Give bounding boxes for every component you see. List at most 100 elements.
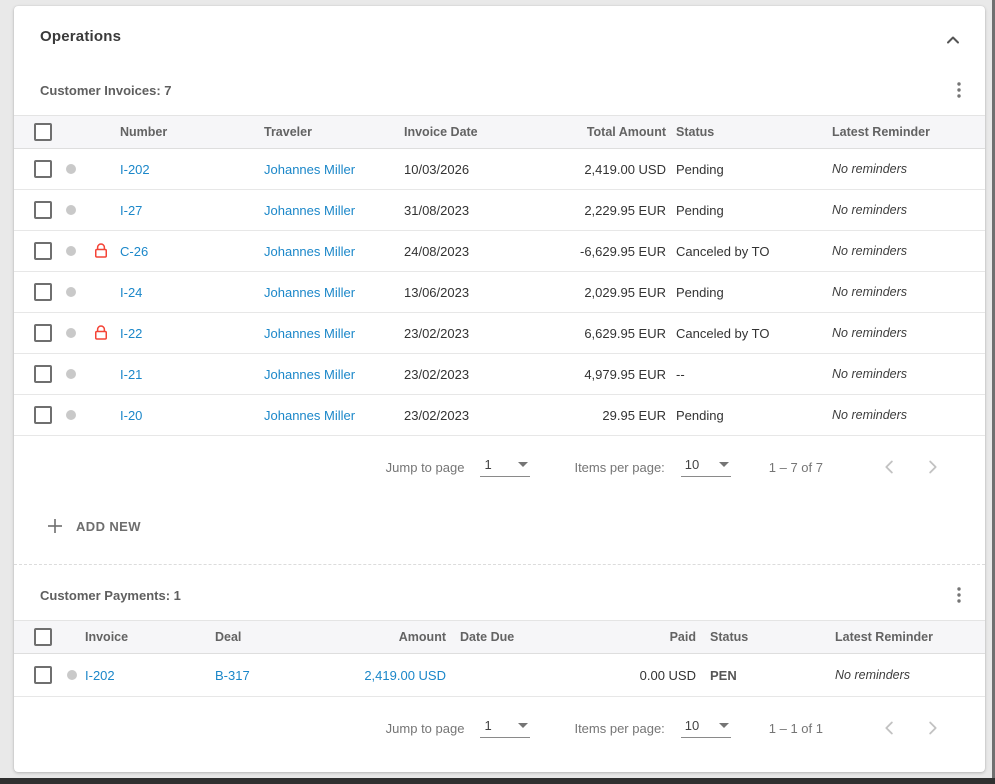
card-header: Operations (14, 6, 985, 52)
status-dot-icon (66, 369, 76, 379)
column-header-invoice-date: Invoice Date (404, 125, 478, 139)
traveler-link[interactable]: Johannes Miller (264, 243, 356, 259)
next-page-button[interactable] (919, 454, 945, 480)
traveler-link[interactable]: Johannes Miller (264, 284, 356, 300)
invoices-paginator: Jump to page 1 Items per page: 10 1 – 7 … (14, 436, 985, 498)
status-dot-icon (66, 287, 76, 297)
status-dot-icon (66, 670, 77, 680)
column-header-date-due: Date Due (460, 630, 515, 644)
payment-invoice-link[interactable]: I-202 (85, 667, 115, 683)
traveler-link[interactable]: Johannes Miller (264, 325, 356, 341)
kebab-menu-icon (951, 585, 967, 605)
latest-reminder: No reminders (832, 285, 908, 299)
invoice-number-link[interactable]: I-24 (120, 284, 143, 300)
status-dot-icon (66, 205, 76, 215)
total-amount: 4,979.95 EUR (584, 366, 666, 382)
chevron-right-icon (921, 456, 943, 478)
row-checkbox[interactable] (34, 324, 52, 342)
latest-reminder: No reminders (832, 203, 908, 217)
chevron-down-icon (518, 723, 529, 728)
chevron-right-icon (921, 717, 943, 739)
traveler-link[interactable]: Johannes Miller (264, 161, 356, 177)
operations-card: Operations Customer Invoices: 7 Number T… (14, 6, 985, 772)
column-header-latest-reminder: Latest Reminder (835, 630, 933, 644)
select-all-payments-checkbox[interactable] (34, 628, 52, 646)
row-checkbox[interactable] (34, 666, 52, 684)
payments-table-header: Invoice Deal Amount Date Due Paid Status… (14, 620, 985, 654)
items-per-page-select[interactable]: 10 (680, 457, 731, 477)
jump-to-page-select[interactable]: 1 (480, 457, 531, 477)
column-header-latest-reminder: Latest Reminder (832, 125, 930, 139)
invoice-status: Canceled by TO (676, 243, 770, 259)
items-per-page-select[interactable]: 10 (680, 718, 731, 738)
invoices-menu-button[interactable] (949, 78, 969, 102)
page-range-label: 1 – 1 of 1 (768, 720, 823, 736)
row-checkbox[interactable] (34, 242, 52, 260)
column-header-amount: Amount (398, 630, 446, 644)
payments-section-bar: Customer Payments: 1 (14, 583, 985, 607)
invoice-number-link[interactable]: I-27 (120, 202, 143, 218)
window-border-bottom (0, 778, 995, 784)
invoice-row: I-24 Johannes Miller 13/06/2023 2,029.95… (14, 272, 985, 313)
invoice-number-link[interactable]: I-22 (120, 325, 143, 341)
row-checkbox[interactable] (34, 365, 52, 383)
items-per-page-value: 10 (684, 718, 700, 733)
plus-icon (46, 517, 64, 535)
row-checkbox[interactable] (34, 201, 52, 219)
prev-page-button[interactable] (877, 454, 903, 480)
row-checkbox[interactable] (34, 406, 52, 424)
total-amount: -6,629.95 EUR (580, 243, 666, 259)
jump-to-page-label: Jump to page (385, 459, 465, 475)
status-dot-icon (66, 410, 76, 420)
collapse-button[interactable] (941, 28, 965, 52)
add-new-label: ADD NEW (76, 518, 141, 534)
lock-icon (92, 242, 110, 260)
invoice-status: Pending (676, 202, 724, 218)
jump-to-page-select[interactable]: 1 (480, 718, 531, 738)
invoice-status: Canceled by TO (676, 325, 770, 341)
payment-row: I-202 B-317 2,419.00 USD 0.00 USD PEN No… (14, 654, 985, 697)
page-range-label: 1 – 7 of 7 (768, 459, 823, 475)
latest-reminder: No reminders (832, 326, 908, 340)
column-header-invoice: Invoice (85, 630, 129, 644)
chevron-left-icon (879, 717, 901, 739)
chevron-down-icon (718, 723, 729, 728)
invoice-date: 13/06/2023 (404, 284, 470, 300)
traveler-link[interactable]: Johannes Miller (264, 366, 356, 382)
column-header-traveler: Traveler (264, 125, 312, 139)
payments-menu-button[interactable] (949, 583, 969, 607)
jump-to-page-value: 1 (484, 718, 492, 733)
select-all-invoices-checkbox[interactable] (34, 123, 52, 141)
latest-reminder: No reminders (832, 408, 908, 422)
window-border-right (992, 0, 995, 784)
invoice-number-link[interactable]: C-26 (120, 243, 149, 259)
invoice-status: Pending (676, 407, 724, 423)
invoice-date: 23/02/2023 (404, 407, 470, 423)
next-page-button[interactable] (919, 715, 945, 741)
invoice-number-link[interactable]: I-20 (120, 407, 143, 423)
invoice-row: I-202 Johannes Miller 10/03/2026 2,419.0… (14, 149, 985, 190)
payment-status: PEN (710, 667, 737, 683)
jump-to-page-value: 1 (484, 457, 492, 472)
prev-page-button[interactable] (877, 715, 903, 741)
payment-paid: 0.00 USD (639, 667, 696, 683)
column-header-deal: Deal (215, 630, 242, 644)
payment-deal-link[interactable]: B-317 (215, 667, 250, 683)
traveler-link[interactable]: Johannes Miller (264, 202, 356, 218)
invoice-number-link[interactable]: I-202 (120, 161, 150, 177)
invoice-number-link[interactable]: I-21 (120, 366, 143, 382)
row-checkbox[interactable] (34, 283, 52, 301)
page-title: Operations (40, 28, 122, 45)
total-amount: 2,419.00 USD (584, 161, 666, 177)
total-amount: 29.95 EUR (602, 407, 666, 423)
payment-amount-link[interactable]: 2,419.00 USD (364, 667, 446, 683)
total-amount: 2,229.95 EUR (584, 202, 666, 218)
status-dot-icon (66, 164, 76, 174)
traveler-link[interactable]: Johannes Miller (264, 407, 356, 423)
row-checkbox[interactable] (34, 160, 52, 178)
section-divider (14, 564, 985, 565)
invoice-date: 31/08/2023 (404, 202, 470, 218)
payments-paginator: Jump to page 1 Items per page: 10 1 – 1 … (14, 697, 985, 759)
add-new-button[interactable]: ADD NEW (40, 516, 147, 536)
column-header-number: Number (120, 125, 168, 139)
